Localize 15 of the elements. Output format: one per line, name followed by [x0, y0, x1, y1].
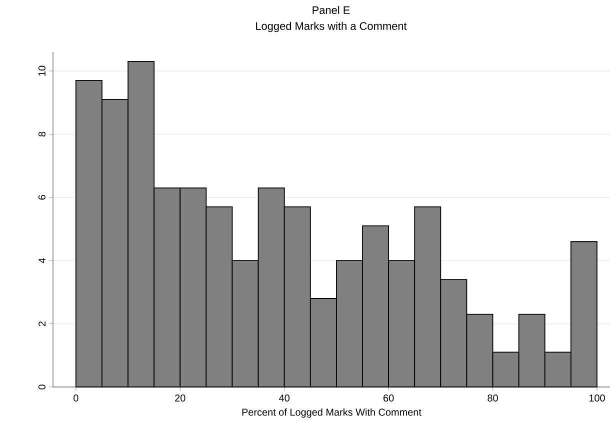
x-axis-title: Percent of Logged Marks With Comment: [242, 408, 422, 418]
y-tick-label: 10: [38, 66, 46, 76]
x-tick-label: 20: [175, 394, 186, 402]
x-tick-label: 0: [74, 394, 78, 402]
y-tick-label: 8: [38, 132, 46, 136]
x-tick-label: 60: [384, 394, 394, 402]
y-tick-label: 6: [38, 195, 46, 200]
x-tick-label: 80: [488, 394, 498, 402]
x-tick-label: 40: [279, 394, 290, 402]
chart-title: Panel E: [312, 6, 350, 14]
y-tick-label: 0: [38, 384, 46, 390]
x-tick-label: 100: [589, 394, 605, 402]
chart-subtitle: Logged Marks with a Comment: [256, 22, 407, 32]
y-tick-label: 2: [38, 322, 46, 326]
y-tick-label: 4: [38, 258, 46, 264]
